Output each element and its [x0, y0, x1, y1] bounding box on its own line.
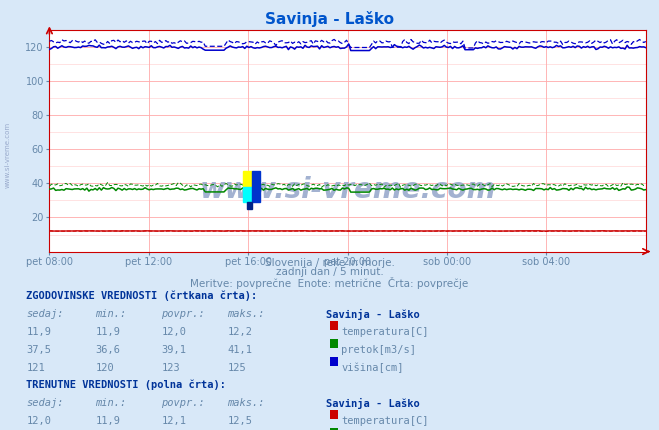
- Text: 12,1: 12,1: [161, 416, 186, 426]
- Bar: [247, 202, 252, 209]
- Bar: [243, 187, 252, 202]
- Text: Meritve: povprečne  Enote: metrične  Črta: povprečje: Meritve: povprečne Enote: metrične Črta:…: [190, 277, 469, 289]
- Text: 120: 120: [96, 363, 114, 373]
- Text: 12,5: 12,5: [227, 416, 252, 426]
- Text: min.:: min.:: [96, 398, 127, 408]
- Text: 125: 125: [227, 363, 246, 373]
- Text: maks.:: maks.:: [227, 398, 265, 408]
- Text: 36,6: 36,6: [96, 345, 121, 355]
- Text: 39,1: 39,1: [161, 345, 186, 355]
- Text: Savinja - Laško: Savinja - Laško: [326, 398, 420, 409]
- Text: temperatura[C]: temperatura[C]: [341, 416, 429, 426]
- Text: Savinja - Laško: Savinja - Laško: [326, 309, 420, 320]
- Text: www.si-vreme.com: www.si-vreme.com: [5, 122, 11, 188]
- Text: www.si-vreme.com: www.si-vreme.com: [200, 175, 496, 203]
- Text: pretok[m3/s]: pretok[m3/s]: [341, 345, 416, 355]
- Text: 12,2: 12,2: [227, 327, 252, 337]
- Text: 11,9: 11,9: [96, 416, 121, 426]
- Text: min.:: min.:: [96, 309, 127, 319]
- Text: 37,5: 37,5: [26, 345, 51, 355]
- Text: 123: 123: [161, 363, 180, 373]
- Text: TRENUTNE VREDNOSTI (polna črta):: TRENUTNE VREDNOSTI (polna črta):: [26, 379, 226, 390]
- Bar: [243, 172, 252, 187]
- Text: povpr.:: povpr.:: [161, 309, 205, 319]
- Text: temperatura[C]: temperatura[C]: [341, 327, 429, 337]
- Text: maks.:: maks.:: [227, 309, 265, 319]
- Text: povpr.:: povpr.:: [161, 398, 205, 408]
- Text: 41,1: 41,1: [227, 345, 252, 355]
- Text: 11,9: 11,9: [26, 327, 51, 337]
- Text: višina[cm]: višina[cm]: [341, 363, 404, 373]
- Text: 12,0: 12,0: [26, 416, 51, 426]
- Text: Savinja - Laško: Savinja - Laško: [265, 11, 394, 27]
- Text: 11,9: 11,9: [96, 327, 121, 337]
- Bar: [252, 172, 260, 202]
- Text: zadnji dan / 5 minut.: zadnji dan / 5 minut.: [275, 267, 384, 277]
- Text: sedaj:: sedaj:: [26, 398, 64, 408]
- Text: sedaj:: sedaj:: [26, 309, 64, 319]
- Text: ZGODOVINSKE VREDNOSTI (črtkana črta):: ZGODOVINSKE VREDNOSTI (črtkana črta):: [26, 290, 258, 301]
- Text: 12,0: 12,0: [161, 327, 186, 337]
- Text: Slovenija / reke in morje.: Slovenija / reke in morje.: [264, 258, 395, 268]
- Text: 121: 121: [26, 363, 45, 373]
